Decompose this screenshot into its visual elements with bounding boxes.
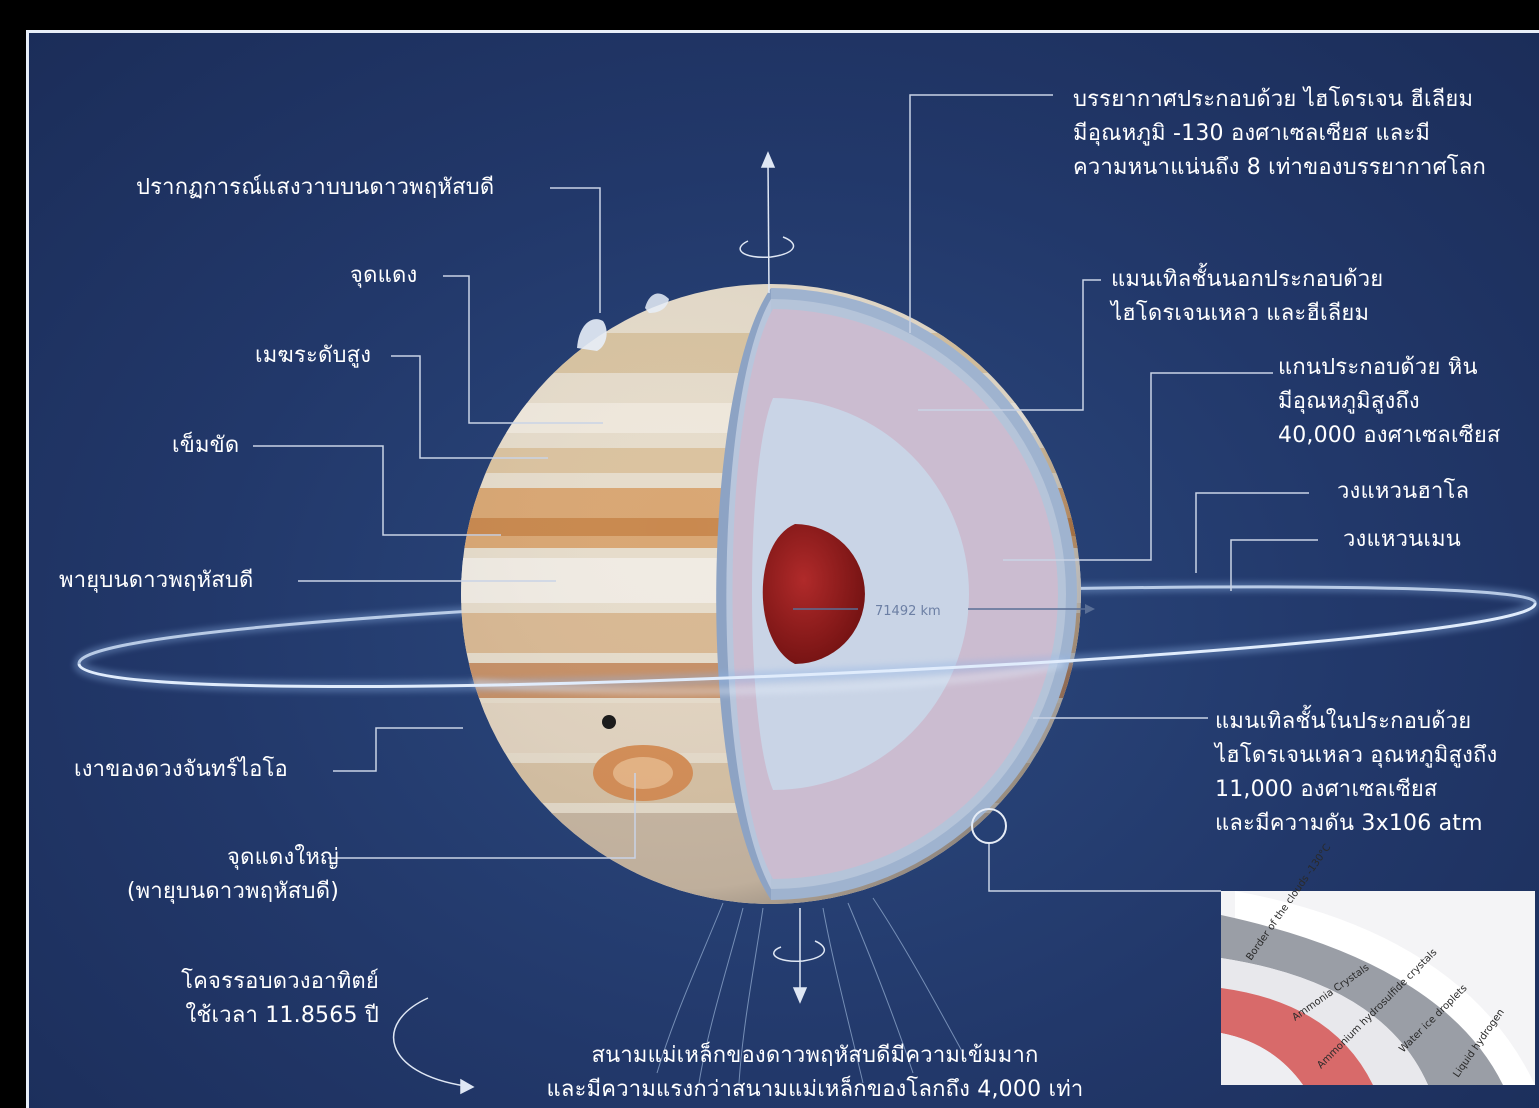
ring-front bbox=[73, 597, 1539, 696]
magnetic-field-lines bbox=[656, 897, 964, 1084]
jupiter-planet bbox=[461, 284, 1081, 904]
jupiter-diagram: Border of the clouds -130°C Ammonia Crys… bbox=[73, 94, 1539, 1095]
outer-mantle-label: แมนเทิลชั้นนอกประกอบด้วย ไฮโดรเจนเหลว แล… bbox=[1111, 267, 1384, 326]
orbit-arc bbox=[392, 997, 475, 1095]
aurora-2 bbox=[645, 293, 669, 313]
radius-arrow bbox=[793, 604, 1095, 614]
red-spot-label: จุดแดง bbox=[350, 263, 418, 288]
aurora-1 bbox=[577, 319, 607, 351]
core-label: แกนประกอบด้วย หิน มีอุณหภูมิสูงถึง 40,00… bbox=[1278, 355, 1501, 448]
leader-lines bbox=[253, 94, 1318, 892]
inner-mantle-label: แมนเทิลชั้นในประกอบด้วย ไฮโดรเจนเหลว อุณ… bbox=[1215, 709, 1498, 836]
belt-label: เข็มขัด bbox=[172, 433, 240, 458]
layer-inset: Border of the clouds -130°C Ammonia Crys… bbox=[1221, 842, 1535, 1085]
magnetic-field-label: สนามแม่เหล็กของดาวพฤหัสบดีมีความเข้มมาก … bbox=[546, 1043, 1084, 1102]
main-ring-label: วงแหวนเมน bbox=[1343, 527, 1462, 552]
inset-magnifier-circle bbox=[971, 808, 1007, 844]
storm-label: พายุบนดาวพฤหัสบดี bbox=[59, 568, 254, 593]
high-clouds-label: เมฆระดับสูง bbox=[255, 343, 372, 368]
radius-label: 71492 km bbox=[875, 604, 941, 619]
diagram-panel: Border of the clouds -130°C Ammonia Crys… bbox=[26, 30, 1539, 1108]
io-shadow-label: เงาของดวงจันทร์ไอโอ bbox=[74, 757, 288, 782]
orbit-label: โคจรรอบดวงอาทิตย์ ใช้เวลา 11.8565 ปี bbox=[181, 969, 379, 1028]
great-red-spot-label: จุดแดงใหญ่ (พายุบนดาวพฤหัสบดี) bbox=[126, 845, 339, 904]
aurora-label: ปรากฏการณ์แสงวาบบนดาวพฤหัสบดี bbox=[136, 175, 495, 200]
atmosphere-label: บรรยากาศประกอบด้วย ไฮโดรเจน ฮีเลียม มีอุ… bbox=[1073, 87, 1486, 180]
halo-ring-label: วงแหวนฮาโล bbox=[1337, 479, 1470, 504]
rotation-axis bbox=[739, 151, 825, 1004]
